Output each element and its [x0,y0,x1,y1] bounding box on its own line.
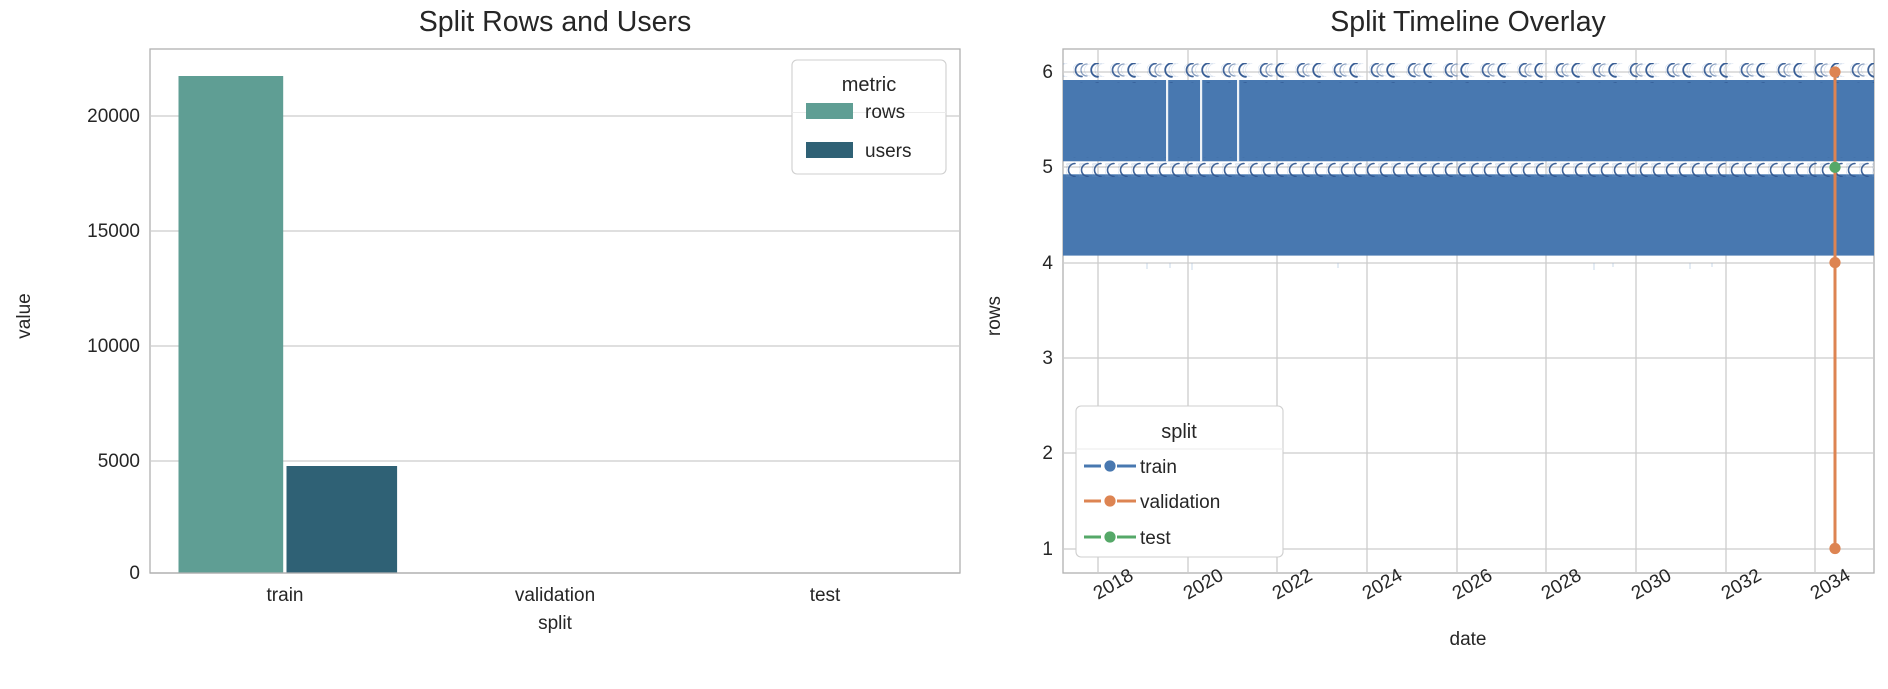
svg-text:2: 2 [1042,443,1053,464]
svg-text:5: 5 [1042,157,1053,178]
svg-text:metric: metric [842,74,896,96]
svg-text:users: users [865,141,911,162]
svg-text:20000: 20000 [87,106,140,127]
svg-text:3: 3 [1042,348,1053,369]
svg-text:split: split [1161,421,1197,443]
svg-text:Split Timeline Overlay: Split Timeline Overlay [1330,6,1606,38]
svg-text:15000: 15000 [87,221,140,242]
svg-text:rows: rows [984,296,1005,336]
svg-text:validation: validation [515,585,595,606]
svg-text:4: 4 [1042,253,1053,274]
svg-text:value: value [14,293,35,338]
svg-text:6: 6 [1042,62,1053,83]
svg-text:Split Rows and Users: Split Rows and Users [419,6,691,38]
svg-text:test: test [1140,528,1171,549]
svg-text:0: 0 [129,563,140,584]
svg-text:train: train [1140,457,1177,478]
svg-text:10000: 10000 [87,336,140,357]
svg-text:1: 1 [1042,539,1053,560]
svg-text:split: split [538,613,573,634]
svg-text:validation: validation [1140,492,1220,513]
svg-text:test: test [810,585,841,606]
svg-text:date: date [1450,629,1487,650]
svg-text:5000: 5000 [98,451,140,472]
svg-text:train: train [267,585,304,606]
svg-text:rows: rows [865,102,905,123]
